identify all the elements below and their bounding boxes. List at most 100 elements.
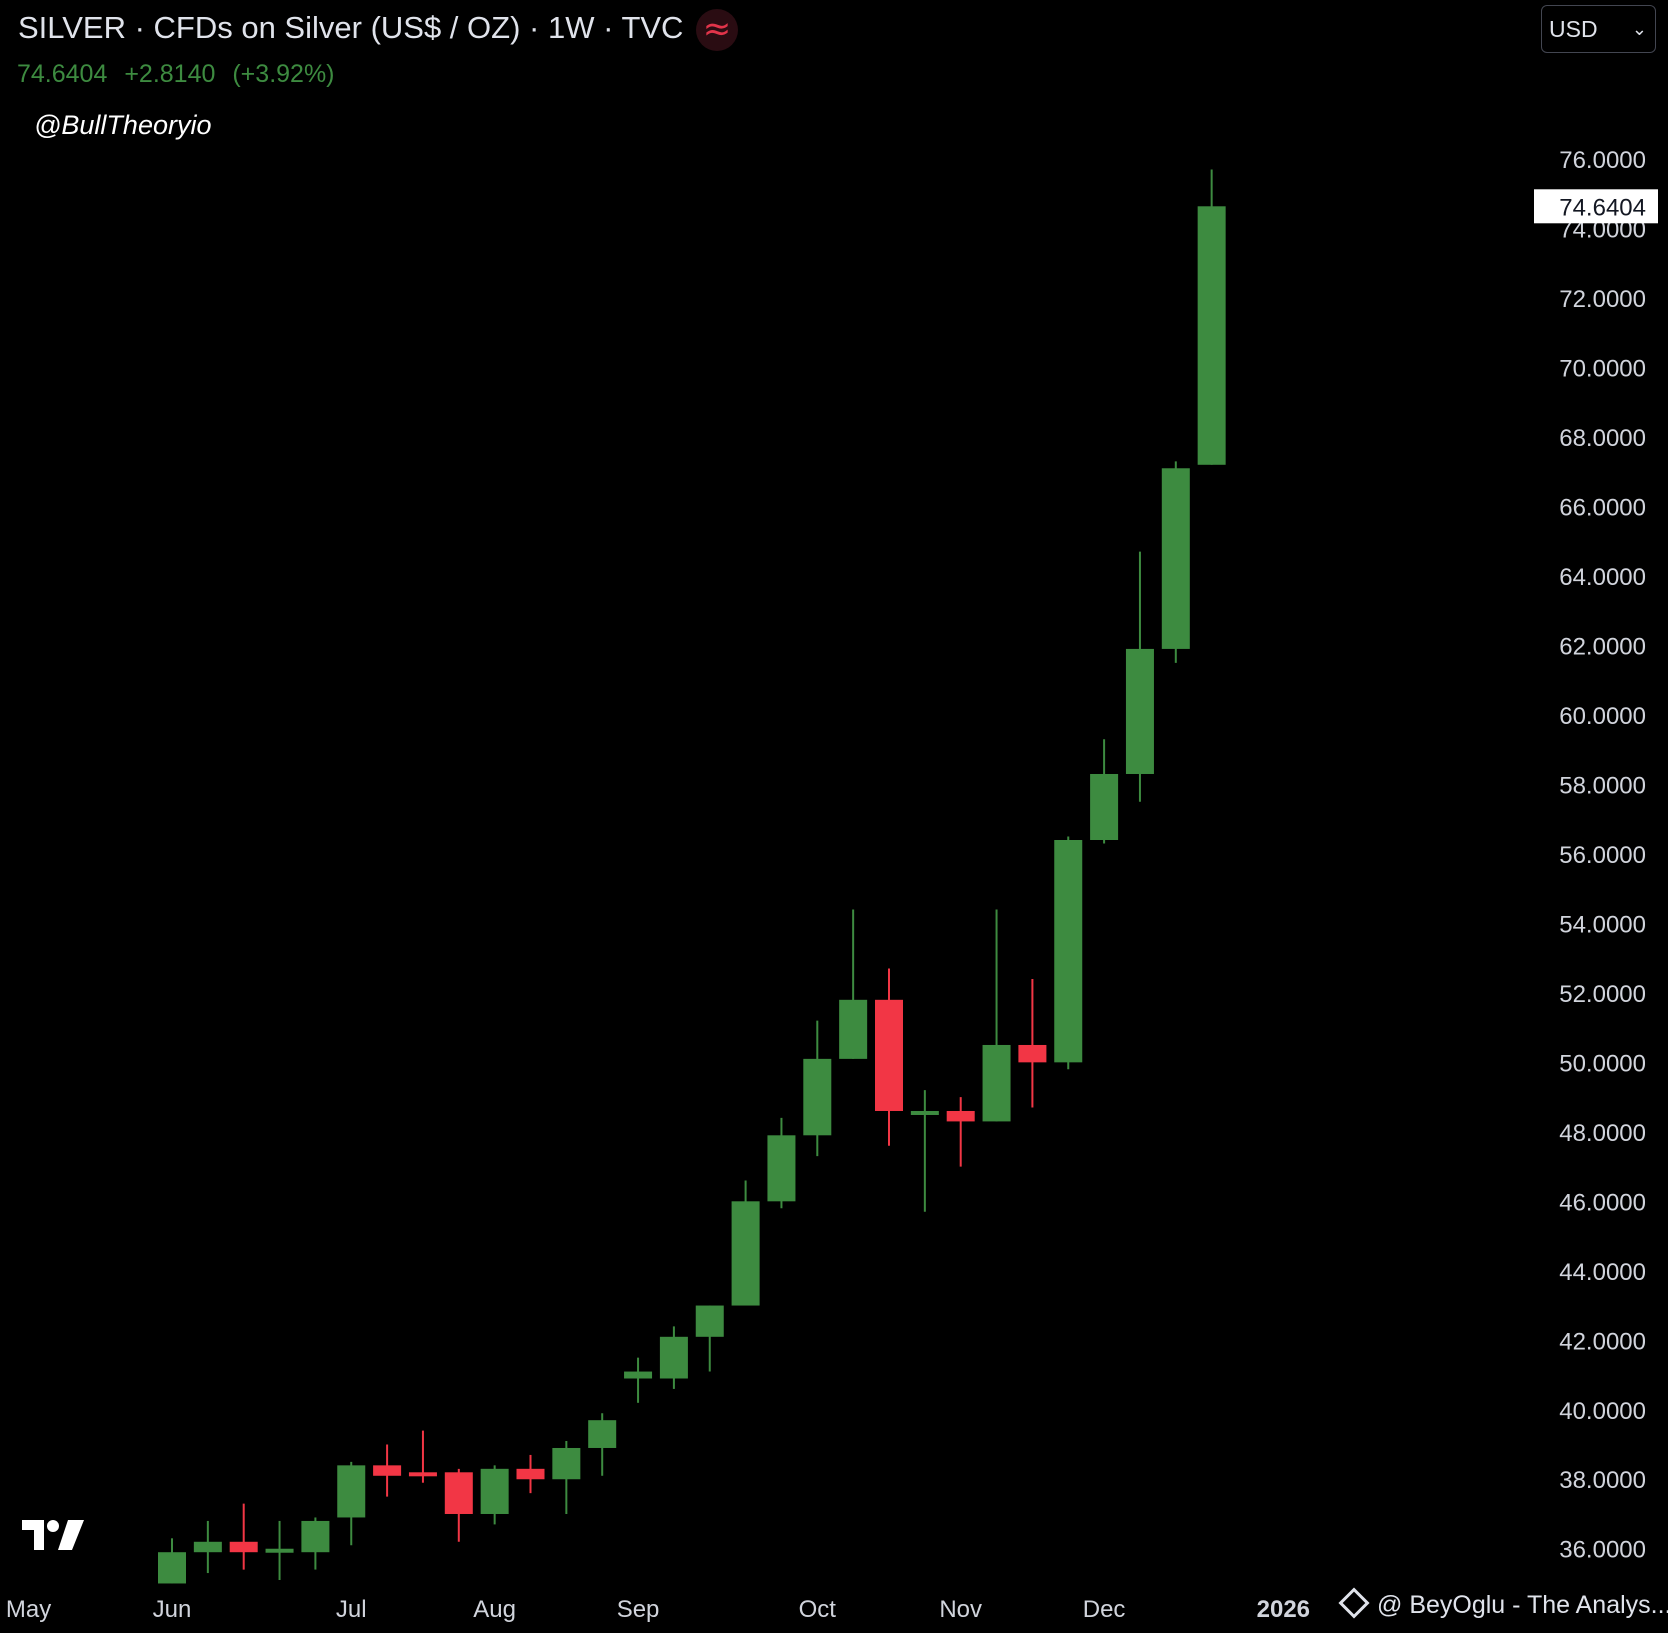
candle-body (552, 1447, 581, 1480)
footer-credit[interactable]: @ BeyOglu - The Analys... (1338, 1587, 1668, 1620)
candle-body (875, 999, 903, 1111)
candle[interactable] (946, 1097, 975, 1167)
candle-body (229, 1541, 258, 1553)
last-price-label-bg (1534, 189, 1658, 224)
candle[interactable] (1054, 836, 1083, 1070)
candles-layer (158, 169, 1226, 1584)
candle[interactable] (373, 1444, 402, 1497)
candle[interactable] (588, 1413, 617, 1476)
candle-body (444, 1472, 473, 1514)
y-tick-label: 54.0000 (1559, 911, 1646, 938)
time-axis[interactable]: May Jun Jul Aug Sep Oct Nov Dec 2026 (6, 1596, 1310, 1623)
y-tick-label: 66.0000 (1559, 494, 1646, 521)
y-tick-label: 76.0000 (1559, 147, 1646, 174)
tilde-wave-icon[interactable]: ≈ (696, 9, 738, 51)
candle[interactable] (731, 1180, 760, 1306)
x-tick-label: Nov (939, 1596, 982, 1623)
y-tick-label: 58.0000 (1559, 772, 1646, 799)
candle-body (337, 1465, 366, 1518)
candle-body (588, 1420, 617, 1448)
candle[interactable] (624, 1357, 653, 1403)
y-tick-label: 46.0000 (1559, 1189, 1646, 1216)
y-tick-label: 44.0000 (1559, 1259, 1646, 1286)
tradingview-logo-icon[interactable] (22, 1518, 84, 1552)
currency-select[interactable]: USD ⌄ (1541, 5, 1656, 53)
currency-value: USD (1549, 16, 1598, 42)
candle[interactable] (301, 1517, 330, 1570)
candle[interactable] (337, 1461, 366, 1546)
y-tick-label: 42.0000 (1559, 1328, 1646, 1355)
y-tick-label: 48.0000 (1559, 1120, 1646, 1147)
candle-body (158, 1552, 186, 1584)
candle[interactable] (265, 1520, 294, 1580)
candle[interactable] (408, 1430, 437, 1483)
candle[interactable] (444, 1468, 473, 1542)
candle[interactable] (1018, 978, 1047, 1108)
candle-body (839, 999, 868, 1059)
x-tick-label: Dec (1083, 1596, 1126, 1623)
candle[interactable] (193, 1520, 222, 1574)
candle-body (301, 1520, 330, 1553)
footer-credit-text: @ BeyOglu - The Analys... (1377, 1591, 1668, 1619)
candle-body (695, 1305, 724, 1337)
x-tick-label: Aug (473, 1596, 516, 1623)
candle[interactable] (767, 1117, 796, 1209)
candle[interactable] (1090, 739, 1119, 844)
y-tick-label: 36.0000 (1559, 1537, 1646, 1564)
candle-body (408, 1472, 437, 1477)
x-tick-label: 2026 (1257, 1596, 1310, 1623)
candle-body (1054, 840, 1083, 1063)
candle[interactable] (803, 1020, 832, 1157)
candle-body (910, 1110, 939, 1115)
chevron-down-icon: ⌄ (1631, 19, 1647, 39)
candle[interactable] (1161, 461, 1190, 663)
y-tick-label: 50.0000 (1559, 1050, 1646, 1077)
candle-body (946, 1110, 975, 1122)
candle-body (1018, 1044, 1047, 1063)
candle[interactable] (875, 968, 903, 1146)
y-tick-label: 52.0000 (1559, 981, 1646, 1008)
y-tick-label: 56.0000 (1559, 842, 1646, 869)
candle[interactable] (552, 1441, 581, 1514)
candle-body (731, 1201, 760, 1306)
price-axis[interactable]: 36.0000 38.0000 40.0000 42.0000 44.0000 46.00… (1534, 147, 1658, 1564)
candle[interactable] (1125, 551, 1154, 802)
x-tick-label: Oct (799, 1596, 837, 1623)
candle[interactable] (910, 1090, 939, 1212)
candle-body (373, 1465, 402, 1476)
price-change-percent: (+3.92%) (232, 60, 335, 88)
candle-body (803, 1058, 832, 1136)
candle[interactable] (158, 1538, 186, 1584)
candle-body (193, 1541, 222, 1553)
candle-body (516, 1468, 545, 1480)
candle-body (1125, 648, 1154, 774)
candle[interactable] (1197, 169, 1226, 465)
candle[interactable] (229, 1503, 258, 1570)
candle-body (265, 1548, 294, 1553)
y-tick-label: 40.0000 (1559, 1398, 1646, 1425)
y-tick-label: 72.0000 (1559, 286, 1646, 313)
candle-body (659, 1336, 688, 1379)
candle-body (767, 1135, 796, 1202)
price-change: +2.8140 (124, 60, 216, 88)
candle-body (480, 1468, 509, 1514)
y-tick-label: 64.0000 (1559, 564, 1646, 591)
candle-body (1197, 206, 1226, 465)
y-tick-label: 70.0000 (1559, 356, 1646, 383)
candle[interactable] (695, 1305, 724, 1372)
diamond-icon (1338, 1587, 1370, 1619)
candle[interactable] (659, 1326, 688, 1389)
watermark-text: @BullTheoryio (34, 110, 212, 140)
x-tick-label: May (6, 1596, 51, 1623)
candle[interactable] (982, 909, 1011, 1122)
symbol-title[interactable]: SILVER · CFDs on Silver (US$ / OZ) · 1W … (18, 10, 684, 45)
x-tick-label: Jun (153, 1596, 192, 1623)
last-price: 74.6404 (17, 60, 108, 88)
quote-line: 74.6404 +2.8140 (+3.92%) (17, 60, 345, 89)
candle[interactable] (480, 1465, 509, 1525)
y-tick-label: 60.0000 (1559, 703, 1646, 730)
candle[interactable] (839, 909, 868, 1059)
y-tick-label: 68.0000 (1559, 425, 1646, 452)
candle[interactable] (516, 1454, 545, 1494)
